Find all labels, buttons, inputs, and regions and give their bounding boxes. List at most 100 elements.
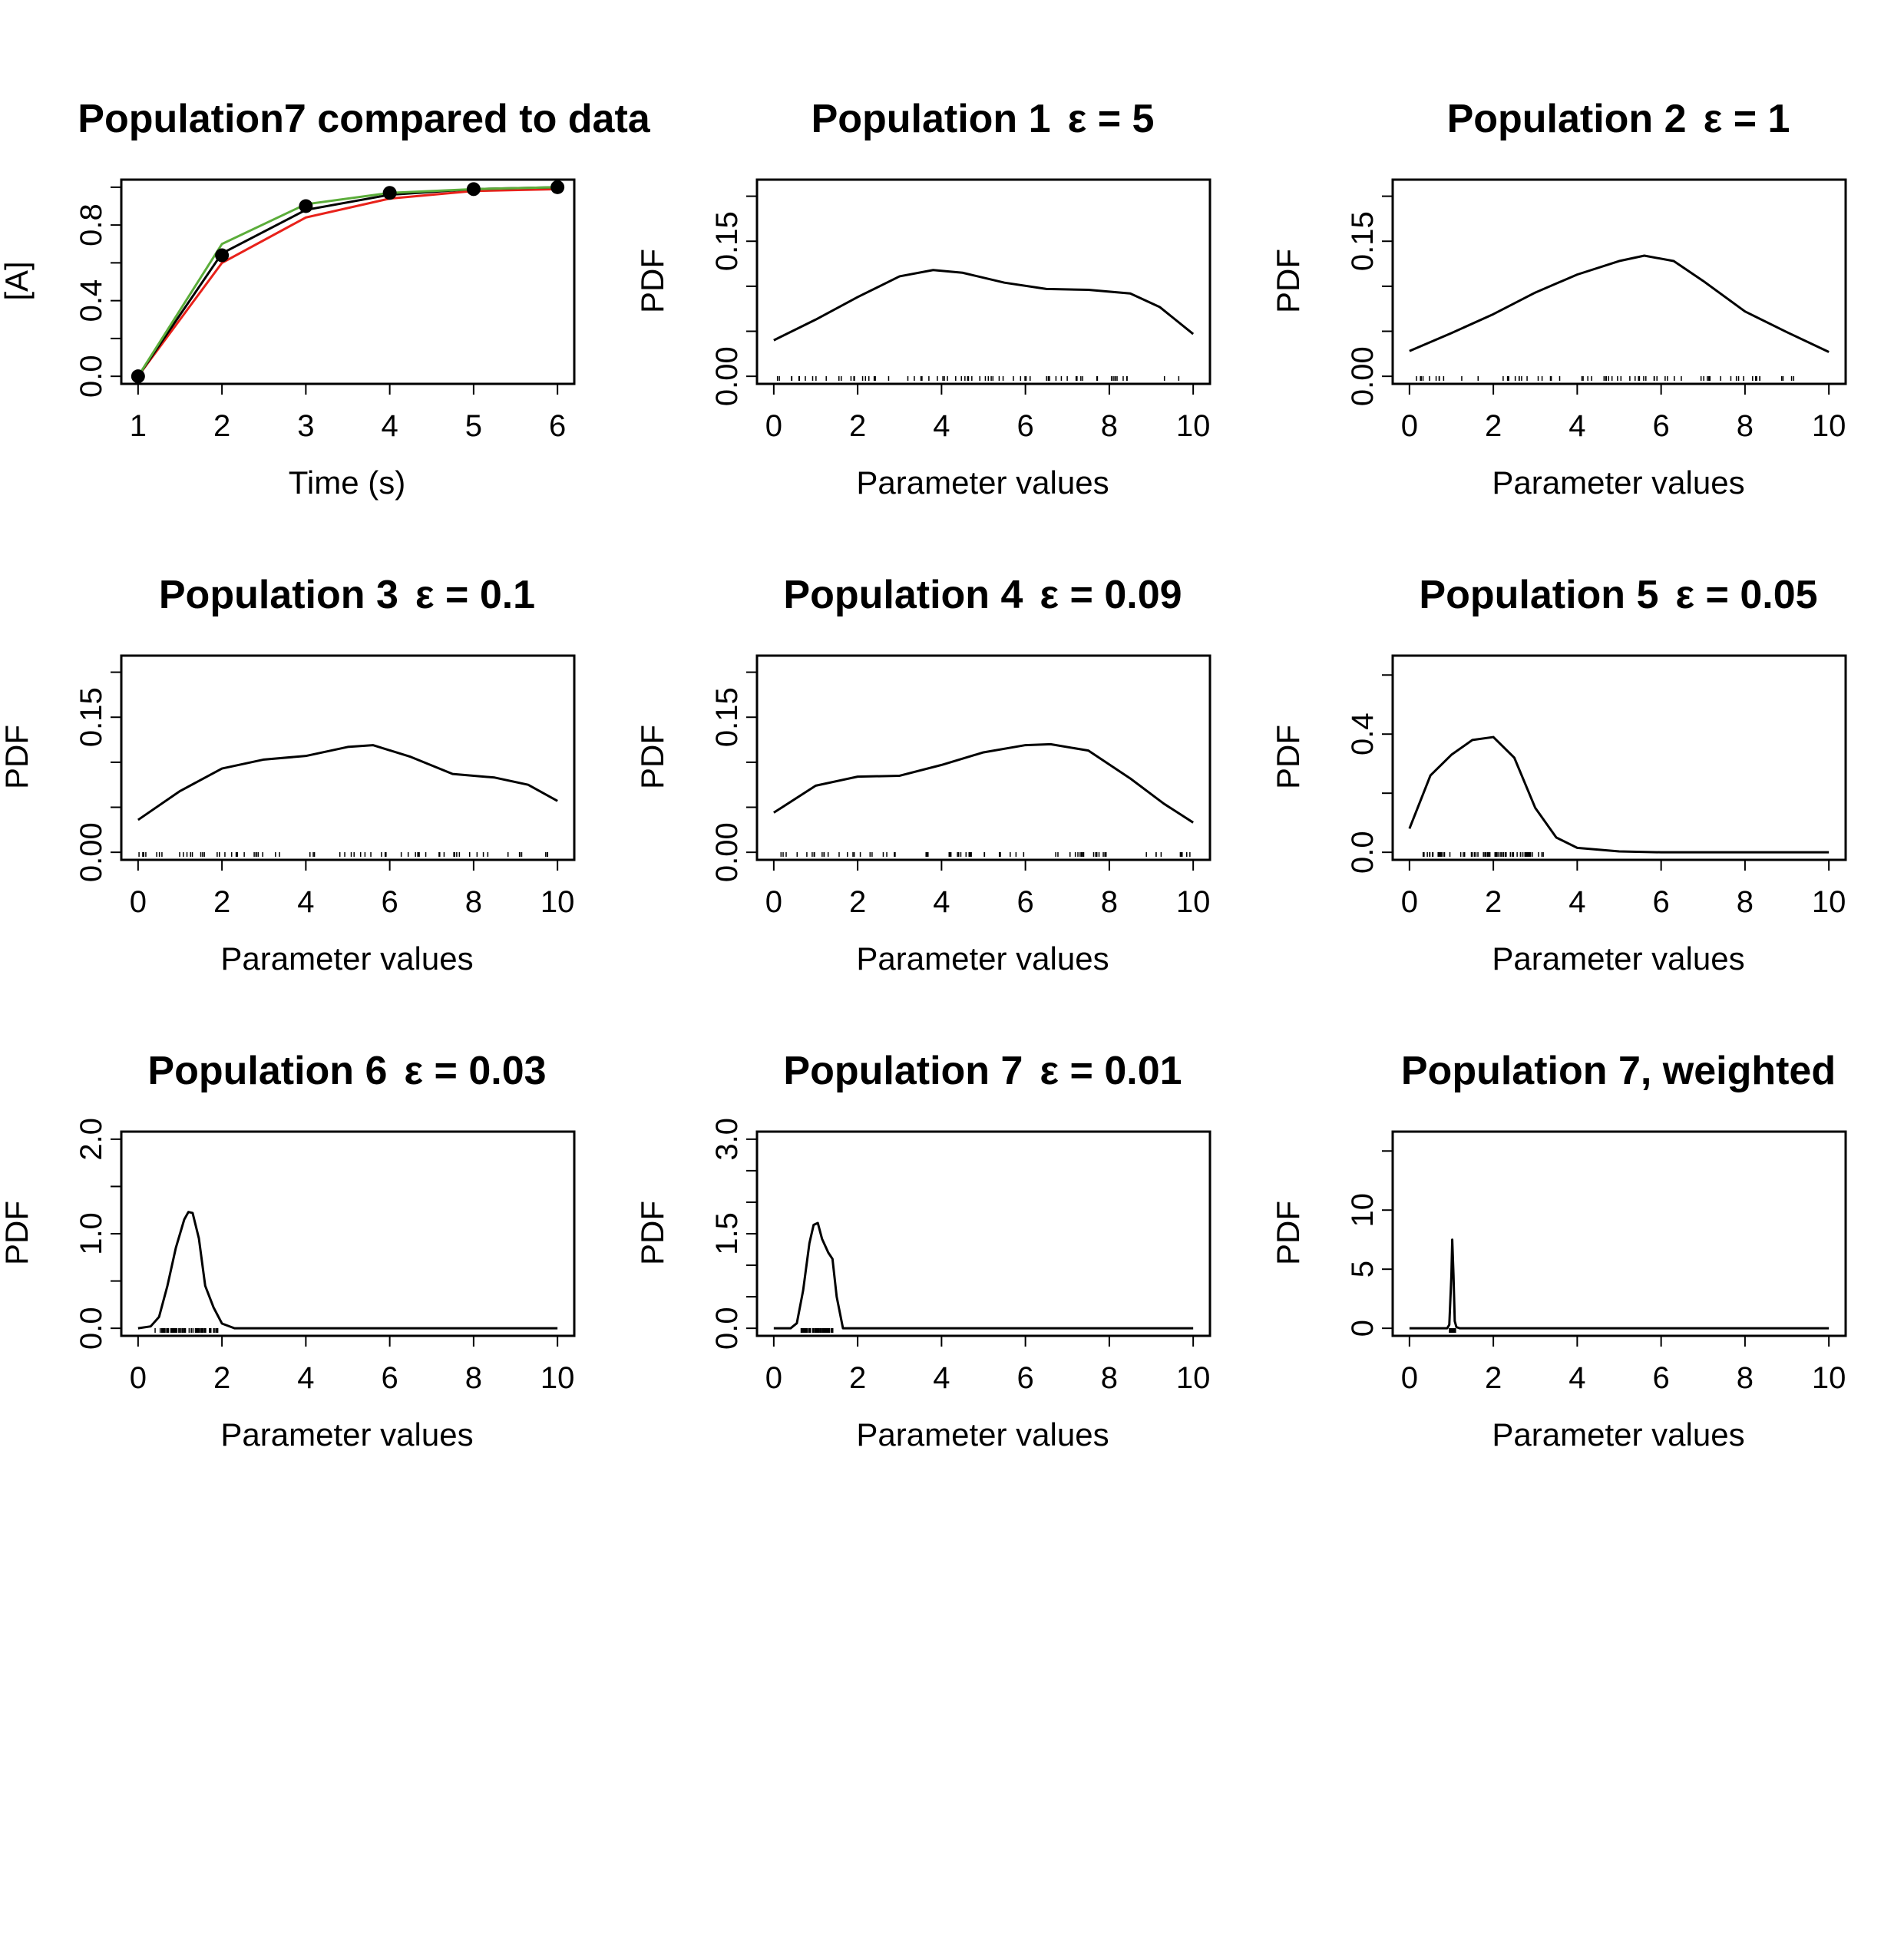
panel-title-epsilon: ε = 0.09	[1040, 573, 1182, 617]
x-axis-label: Parameter values	[220, 1416, 473, 1453]
plot-area: 0 2 4 6 8 10 0.00 0.15	[1346, 178, 1847, 443]
panel-title: Population 7, weighted	[1401, 1049, 1836, 1093]
panel-title: Population 5 ε = 0.05	[1419, 573, 1817, 617]
panel-title-name: Population 3	[159, 573, 398, 617]
panel-population-4: Population 4 ε = 0.09 0 2 4 6 8 10 0.00 0.15 Par…	[634, 573, 1211, 977]
x-tick-label: 6	[1653, 885, 1670, 919]
y-tick-label: 0.4	[1346, 712, 1380, 755]
y-axis-label: PDF	[634, 1201, 670, 1265]
y-axis-label: PDF	[0, 725, 35, 789]
x-tick-label: 8	[1737, 409, 1754, 443]
y-tick-label: 3.0	[710, 1118, 744, 1161]
panel-title-epsilon: ε = 1	[1704, 97, 1790, 141]
plot-frame	[120, 654, 576, 861]
x-tick-label: 10	[1812, 1361, 1846, 1395]
plot-frame	[1391, 654, 1847, 861]
panel-title-epsilon: ε = 0.01	[1040, 1049, 1182, 1093]
x-tick-label: 10	[1812, 885, 1846, 919]
x-axis-label: Parameter values	[856, 464, 1109, 501]
x-tick-label: 8	[1737, 1361, 1754, 1395]
x-tick-label: 2	[213, 1361, 230, 1395]
y-tick-label: 5	[1346, 1261, 1380, 1277]
x-tick-label: 6	[382, 885, 398, 919]
x-tick-label: 8	[1737, 885, 1754, 919]
panel-title-name: Population 6	[147, 1049, 387, 1093]
plot-area: 1 2 3 4 5 6 0.0 0.4 0.8	[74, 178, 576, 443]
x-tick-label: 6	[1017, 1361, 1034, 1395]
y-tick-label: 0.00	[710, 346, 744, 406]
x-tick-label: 4	[1568, 1361, 1585, 1395]
panel-population-1: Population 1 ε = 5 0 2 4 6 8 10 0.00 0.15 Parame…	[634, 97, 1211, 501]
x-tick-label: 6	[549, 409, 566, 443]
panel-title: Population 3 ε = 0.1	[159, 573, 535, 617]
x-tick-label: 0	[1401, 885, 1418, 919]
x-tick-label: 5	[465, 409, 482, 443]
plot-frame	[1391, 1130, 1847, 1337]
panel-title-epsilon: ε = 0.1	[415, 573, 535, 617]
x-tick-label: 2	[213, 885, 230, 919]
x-axis-label: Parameter values	[1492, 1416, 1744, 1453]
x-tick-label: 2	[1485, 885, 1502, 919]
y-tick-label: 0.15	[1346, 211, 1380, 271]
panel-population-5: Population 5 ε = 0.05 0 2 4 6 8 10 0.0 0.4 Param…	[1270, 573, 1847, 977]
plot-area: 0 2 4 6 8 10 0.0 0.4	[1346, 654, 1847, 919]
plot-area: 0 2 4 6 8 10 0 5 10	[1346, 1130, 1847, 1395]
plot-area: 0 2 4 6 8 10 0.00 0.15	[74, 654, 576, 919]
density-line	[1409, 254, 1830, 353]
plot-area: 0 2 4 6 8 10 0.0 1.0 2.0	[74, 1118, 576, 1395]
y-tick-label: 0.15	[710, 687, 744, 747]
y-tick-label: 0.15	[74, 687, 108, 747]
x-tick-label: 4	[297, 1361, 314, 1395]
x-tick-label: 2	[849, 885, 866, 919]
x-tick-label: 3	[297, 409, 314, 443]
data-point	[215, 248, 230, 263]
x-tick-label: 2	[849, 409, 866, 443]
x-tick-label: 8	[1101, 1361, 1118, 1395]
panel-title-name: Population 1	[812, 97, 1051, 141]
y-axis-label: [A]	[0, 261, 35, 300]
x-tick-label: 4	[1568, 885, 1585, 919]
y-tick-label: 0.00	[710, 822, 744, 882]
density-line	[137, 744, 558, 821]
y-axis-label: PDF	[634, 725, 670, 789]
y-tick-label: 0.8	[74, 203, 108, 246]
y-tick-label: 10	[1346, 1193, 1380, 1228]
data-point	[382, 186, 397, 200]
x-tick-label: 0	[130, 1361, 147, 1395]
panel-title-epsilon: ε = 5	[1068, 97, 1155, 141]
density-line	[773, 269, 1195, 342]
x-tick-label: 10	[540, 885, 575, 919]
plot-area: 0 2 4 6 8 10 0.0 1.5 3.0	[710, 1118, 1211, 1395]
density-line	[1408, 735, 1830, 854]
density-line	[773, 1221, 1194, 1330]
x-tick-label: 10	[1176, 409, 1211, 443]
data-point	[299, 199, 313, 213]
data-point	[550, 180, 565, 194]
x-tick-label: 2	[213, 409, 230, 443]
panel-title: Population 1 ε = 5	[812, 97, 1155, 141]
y-tick-label: 0.0	[710, 1307, 744, 1350]
x-tick-label: 0	[765, 885, 782, 919]
x-tick-label: 0	[765, 1361, 782, 1395]
data-point	[466, 182, 481, 197]
x-axis-label: Parameter values	[220, 940, 473, 977]
panel-title: Population 7 ε = 0.01	[783, 1049, 1182, 1093]
panel-title-name: Population 7	[783, 1049, 1023, 1093]
plot-frame	[1391, 178, 1847, 385]
y-tick-label: 0.00	[1346, 346, 1380, 406]
x-tick-label: 2	[849, 1361, 866, 1395]
x-tick-label: 10	[1176, 885, 1211, 919]
y-tick-label: 0.00	[74, 822, 108, 882]
y-tick-label: 0.15	[710, 211, 744, 271]
x-tick-label: 2	[1485, 409, 1502, 443]
x-axis-label: Parameter values	[1492, 940, 1744, 977]
y-axis-label: PDF	[1270, 725, 1306, 789]
x-tick-label: 4	[933, 885, 950, 919]
x-tick-label: 10	[1176, 1361, 1211, 1395]
series-line	[137, 186, 558, 377]
x-tick-label: 6	[1653, 1361, 1670, 1395]
x-tick-label: 0	[1401, 409, 1418, 443]
panel-population-7: Population 7 ε = 0.01 0 2 4 6 8 10 0.0 1.5 3.0 Pa…	[634, 1049, 1211, 1453]
